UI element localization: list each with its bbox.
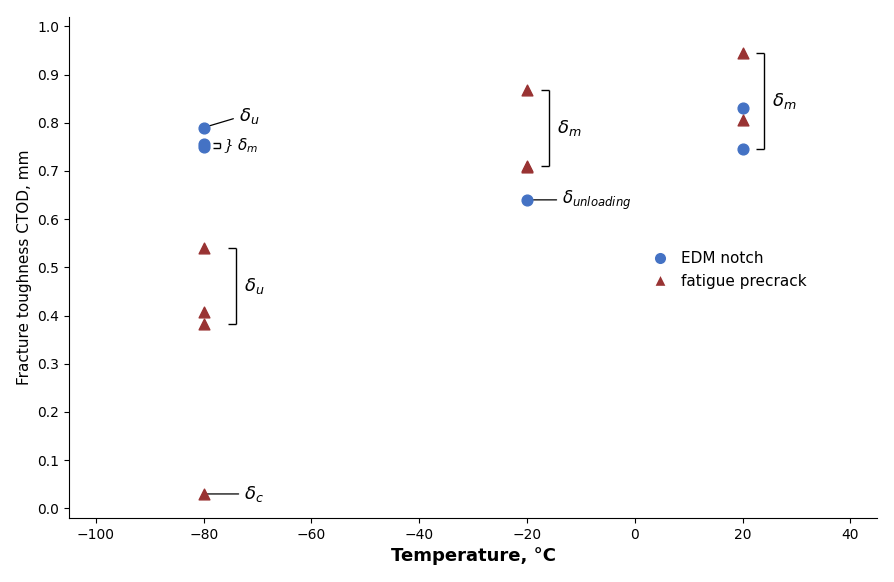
X-axis label: Temperature, °C: Temperature, °C <box>391 547 556 565</box>
fatigue precrack <box>520 86 535 95</box>
EDM notch <box>197 140 211 149</box>
EDM notch <box>197 142 211 151</box>
EDM notch <box>520 195 535 204</box>
fatigue precrack <box>197 319 211 328</box>
Text: $\delta_m$: $\delta_m$ <box>557 118 581 138</box>
Text: } $\delta_m$: } $\delta_m$ <box>223 136 258 155</box>
Legend: EDM notch, fatigue precrack: EDM notch, fatigue precrack <box>638 245 814 295</box>
fatigue precrack <box>736 116 750 125</box>
fatigue precrack <box>736 48 750 58</box>
fatigue precrack <box>520 161 535 171</box>
Text: $\delta_u$: $\delta_u$ <box>239 107 259 126</box>
Text: $\delta_m$: $\delta_m$ <box>772 91 797 111</box>
Text: $\delta_c$: $\delta_c$ <box>244 484 264 504</box>
Y-axis label: Fracture toughness CTOD, mm: Fracture toughness CTOD, mm <box>17 150 31 385</box>
fatigue precrack <box>520 162 535 172</box>
fatigue precrack <box>197 307 211 317</box>
fatigue precrack <box>197 489 211 499</box>
EDM notch <box>736 144 750 154</box>
fatigue precrack <box>197 243 211 253</box>
EDM notch <box>736 104 750 113</box>
Text: $\delta_u$: $\delta_u$ <box>244 276 265 296</box>
EDM notch <box>197 123 211 132</box>
Text: $\delta_{unloading}$: $\delta_{unloading}$ <box>562 189 631 212</box>
